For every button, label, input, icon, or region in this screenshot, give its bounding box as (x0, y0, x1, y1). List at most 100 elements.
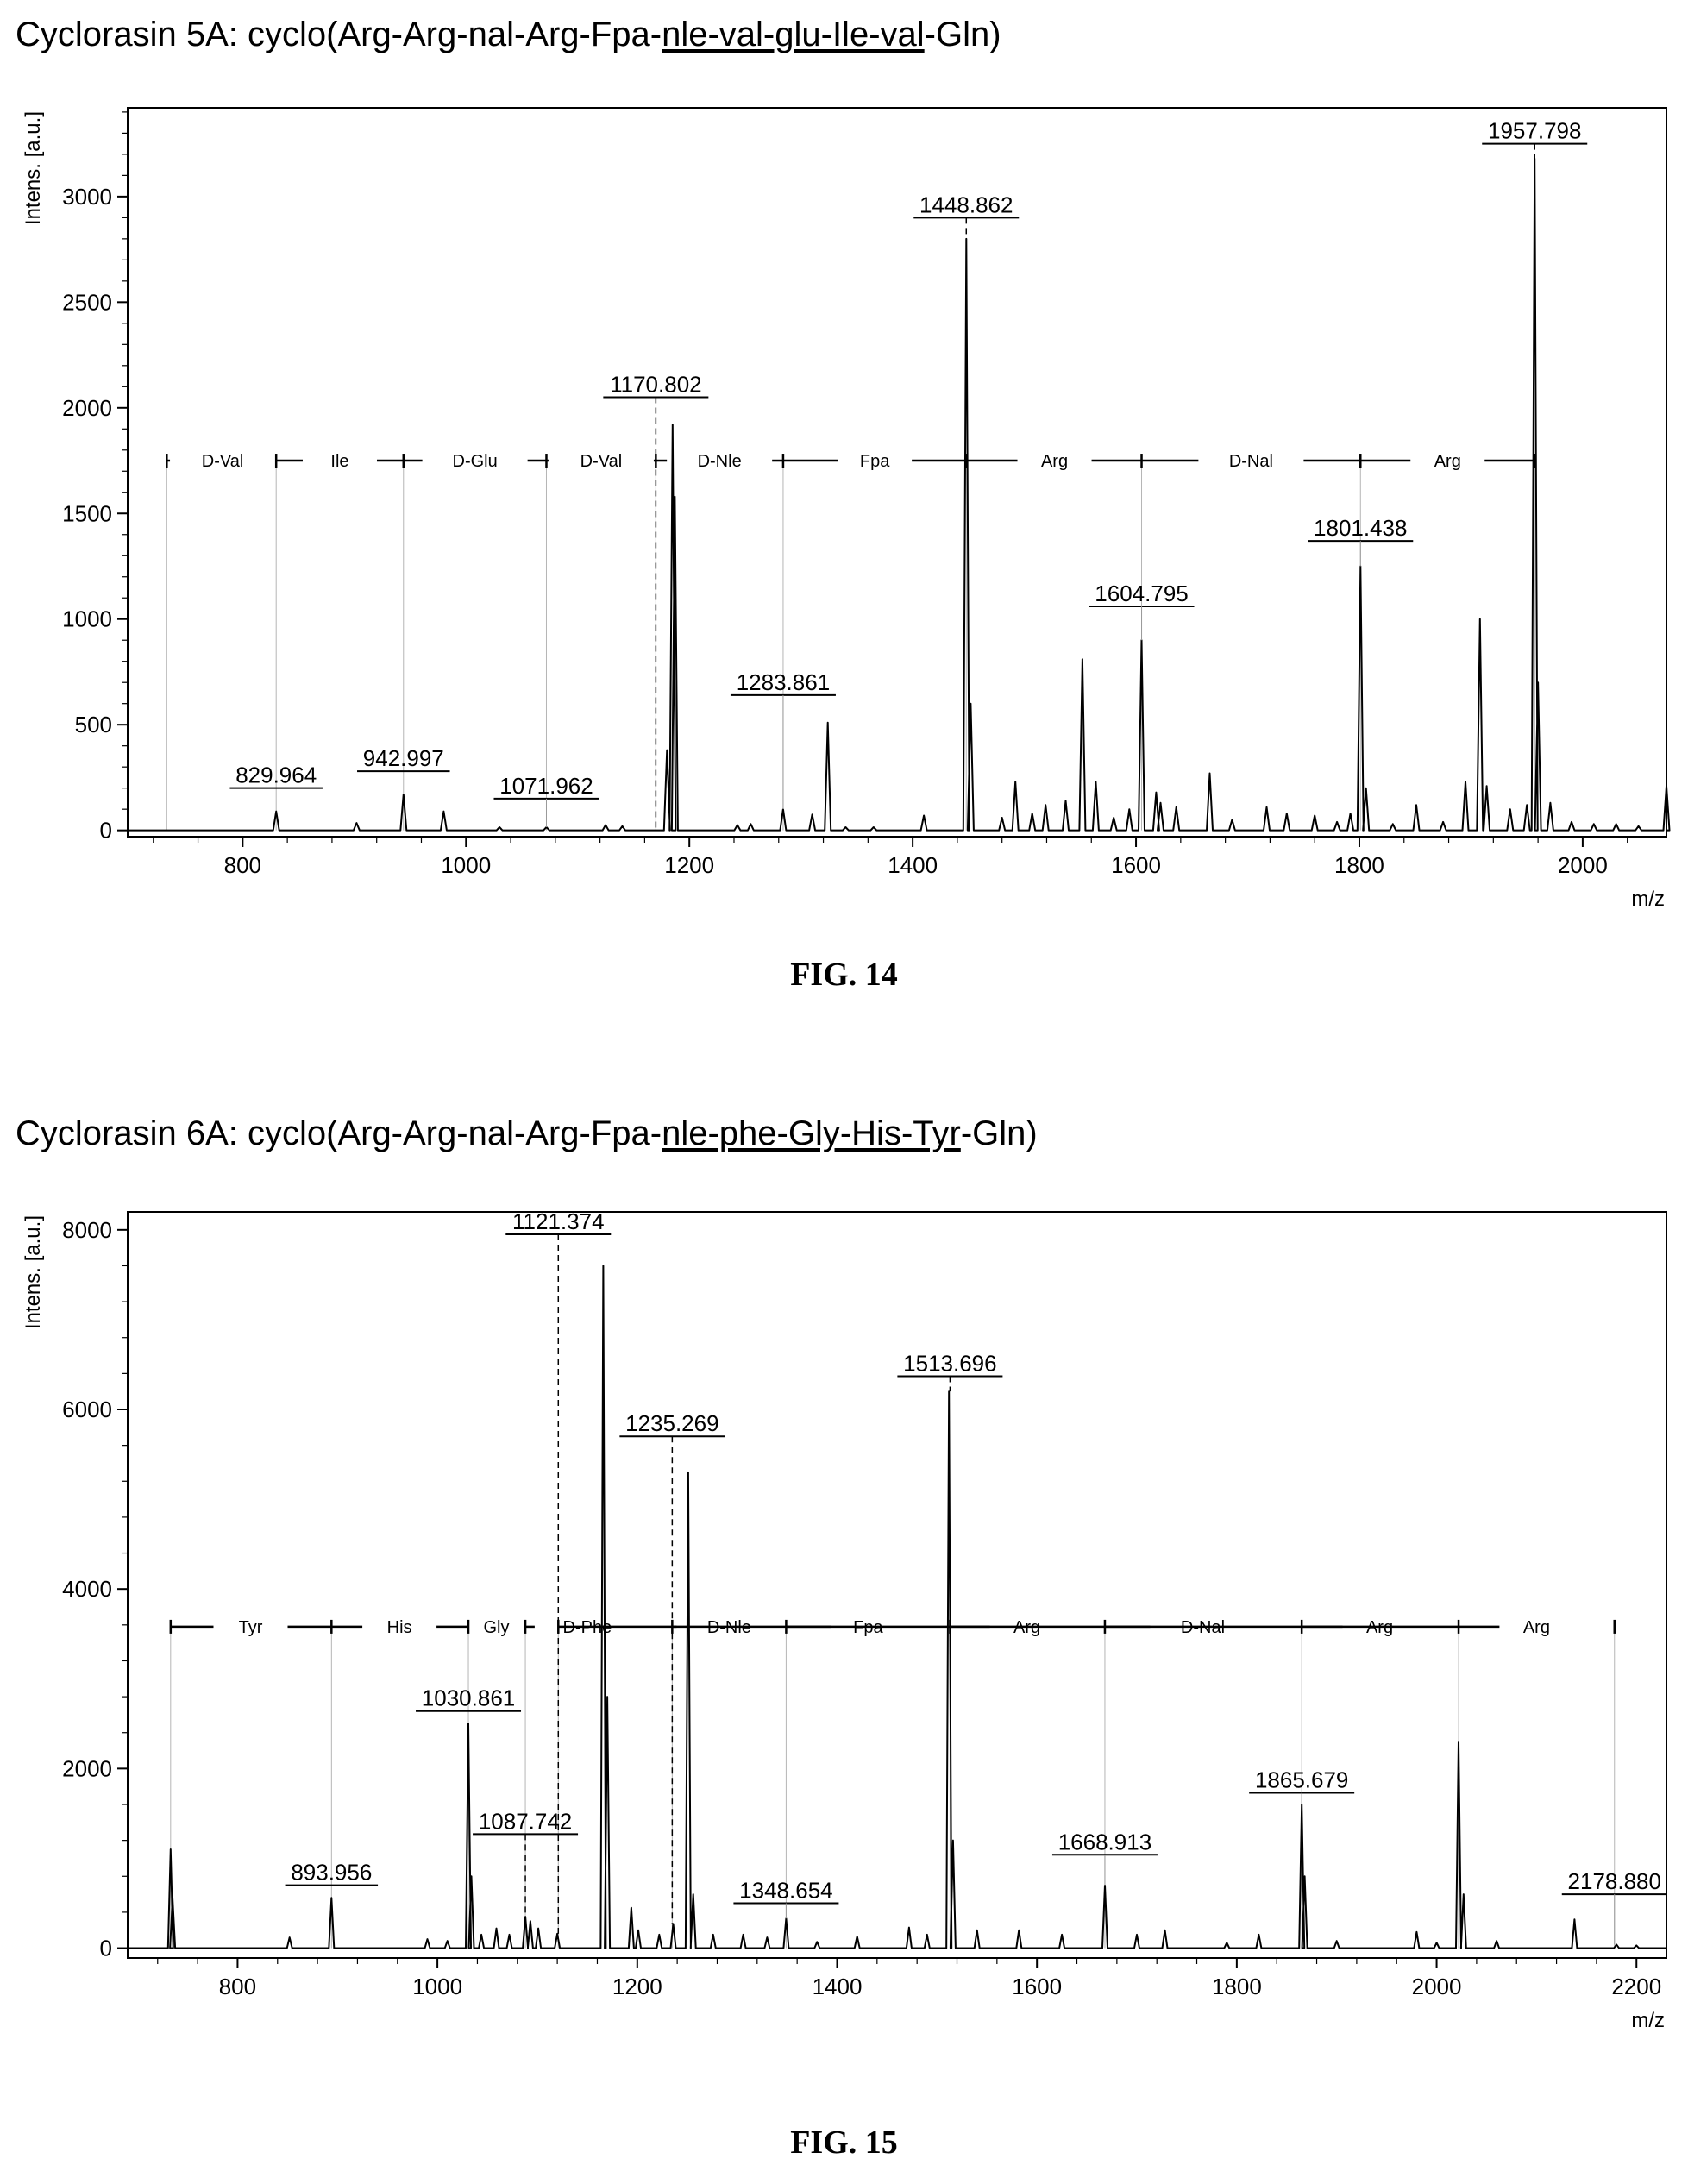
figure-15-caption: FIG. 15 (790, 2124, 898, 2161)
y-tick-label: 1500 (62, 500, 112, 526)
ladder-residue-label: Arg (1523, 1618, 1550, 1637)
peak-label: 1448.862 (919, 191, 1013, 217)
peak-label: 942.997 (363, 745, 444, 771)
peak-label: 1668.913 (1058, 1829, 1151, 1855)
peak-label: 1170.802 (610, 372, 702, 398)
figure-14-spectrum-chart: 0 500 1000 1500 2000 2500 3000 800 1000 1200 1400 1… (22, 107, 1671, 911)
peak-annotation: 1513.696 (897, 1350, 1003, 1392)
y-tick-label: 3000 (62, 184, 112, 210)
peak-annotation: 2178.880 (1561, 1868, 1667, 1945)
spectrum-trace (128, 1265, 1666, 1949)
peak-annotation: 1604.795 (1089, 581, 1195, 641)
figure-15-title-suffix: -Gln) (960, 1114, 1038, 1152)
ladder-residue-label: Arg (1434, 452, 1461, 471)
y-tick-label: 0 (100, 818, 112, 844)
x-tick-label: 1800 (1334, 852, 1384, 878)
peak-annotation: 829.964 (229, 763, 323, 789)
figure-14-title-underlined: nle-val-glu-Ile-val (662, 16, 925, 53)
x-tick-label: 2000 (1412, 1974, 1462, 1999)
peak-label: 1801.438 (1314, 515, 1407, 541)
ladder-residue-label: Arg (1041, 452, 1068, 471)
peak-annotation: 1170.802 (603, 372, 709, 831)
ladder-residue-label: D-Nal (1229, 452, 1273, 471)
y-tick-label: 2000 (62, 1755, 112, 1781)
x-tick-label: 1600 (1111, 852, 1161, 878)
peak-label: 1604.795 (1095, 581, 1188, 606)
y-axis-label: Intens. [a.u.] (22, 111, 45, 225)
x-tick-label: 1000 (412, 1974, 462, 1999)
x-tick-label: 1400 (888, 852, 938, 878)
ladder-residue-label: Fpa (860, 452, 890, 471)
peak-annotation: 1121.374 (505, 1208, 612, 1934)
y-axis-label: Intens. [a.u.] (22, 1215, 45, 1329)
peak-label: 1087.742 (479, 1808, 572, 1834)
figure-14-title: Cyclorasin 5A: cyclo(Arg-Arg-nal-Arg-Fpa… (16, 16, 1001, 54)
peak-label: 829.964 (235, 763, 317, 788)
peak-annotation: 1957.798 (1482, 118, 1588, 159)
ladder-residue-label: D-Nle (698, 452, 742, 471)
y-tick-label: 500 (75, 712, 112, 737)
x-tick-label: 1200 (612, 1974, 662, 1999)
peak-annotation: 1283.861 (730, 669, 836, 810)
x-tick-label: 1600 (1012, 1974, 1062, 1999)
x-tick-label: 800 (219, 1974, 256, 1999)
ladder-residue-label: Tyr (239, 1618, 263, 1637)
x-tick-label: 1000 (441, 852, 491, 878)
peak-label: 1513.696 (903, 1350, 996, 1376)
x-axis-label: m/z (1631, 2009, 1665, 2032)
peak-label: 1071.962 (499, 773, 593, 799)
y-tick-label: 4000 (62, 1576, 112, 1602)
ladder-residue-label: D-Val (580, 452, 623, 471)
figure-14-title-suffix: -Gln) (924, 16, 1001, 53)
peak-annotation: 1801.438 (1308, 515, 1414, 567)
x-axis-label: m/z (1631, 888, 1665, 911)
x-tick-label: 2000 (1558, 852, 1608, 878)
ladder-residue-label: D-Glu (453, 452, 498, 471)
peak-annotation: 942.997 (357, 745, 450, 773)
peak-label: 1348.654 (739, 1878, 832, 1904)
peak-annotation: 1030.861 (416, 1685, 522, 1712)
peak-label: 1865.679 (1255, 1767, 1348, 1792)
y-tick-label: 2500 (62, 289, 112, 315)
peak-label: 1121.374 (512, 1208, 605, 1234)
peak-label: 1283.861 (737, 669, 830, 695)
figure-15-title-underlined: nle-phe-Gly-His-Tyr (662, 1114, 961, 1152)
ladder-residue-label: Gly (483, 1618, 509, 1637)
peak-annotation: 1087.742 (473, 1808, 579, 1917)
peak-annotation: 1071.962 (493, 773, 599, 827)
peak-label: 1235.269 (625, 1410, 718, 1436)
peak-annotation: 1235.269 (619, 1410, 725, 1924)
plot-frame (127, 107, 1667, 838)
x-tick-label: 1200 (664, 852, 714, 878)
sequence-ladder: D-Val Ile D-Glu D-Val D-Nle Fpa Arg D-Nal Arg (166, 452, 1536, 471)
ladder-residue-label: His (387, 1618, 412, 1637)
y-tick-label: 1000 (62, 606, 112, 632)
sequence-ladder: Tyr His Gly D-Phe D-Nle Fpa Arg D-Nal Arg Arg (169, 1618, 1616, 1637)
spectrum-trace (128, 157, 1671, 832)
peak-annotation: 1865.679 (1249, 1767, 1355, 1805)
x-tick-label: 1400 (813, 1974, 863, 1999)
plot-frame (127, 1211, 1667, 1959)
peak-label: 1957.798 (1488, 118, 1581, 144)
y-tick-label: 2000 (62, 395, 112, 421)
peak-annotation: 1668.913 (1051, 1829, 1158, 1886)
ladder-residue-label: D-Val (202, 452, 244, 471)
peak-label: 2178.880 (1568, 1868, 1661, 1894)
peak-label: 893.956 (291, 1860, 372, 1886)
ladder-residue-label: Ile (330, 452, 348, 471)
figure-15-title: Cyclorasin 6A: cyclo(Arg-Arg-nal-Arg-Fpa… (16, 1114, 1038, 1153)
x-tick-label: 800 (224, 852, 261, 878)
y-tick-label: 6000 (62, 1396, 112, 1422)
figure-14-caption: FIG. 14 (790, 957, 898, 993)
peak-annotation: 893.956 (285, 1860, 379, 1886)
figure-14-title-prefix: Cyclorasin 5A: cyclo(Arg-Arg-nal-Arg-Fpa… (16, 16, 662, 53)
y-tick-label: 8000 (62, 1217, 112, 1243)
x-tick-label: 2200 (1611, 1974, 1661, 1999)
figure-15-spectrum-chart: 0 2000 4000 6000 8000 800 1000 1200 1400 1600 1800… (22, 1208, 1667, 2032)
peak-label: 1030.861 (422, 1685, 515, 1711)
y-tick-label: 0 (100, 1936, 112, 1961)
x-tick-label: 1800 (1212, 1974, 1262, 1999)
peak-annotation: 1348.654 (733, 1878, 839, 1919)
peak-annotation: 1448.862 (913, 191, 1020, 239)
figure-15-title-prefix: Cyclorasin 6A: cyclo(Arg-Arg-nal-Arg-Fpa… (16, 1114, 662, 1152)
